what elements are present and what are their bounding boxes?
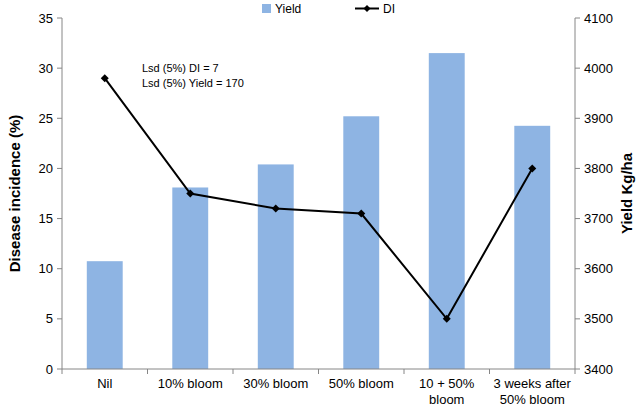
y2-tick — [575, 18, 580, 19]
legend-label: DI — [383, 2, 395, 16]
y2-tick — [575, 369, 580, 370]
y2-tick-label: 3700 — [584, 211, 613, 226]
marker — [186, 190, 194, 198]
marker — [357, 210, 365, 218]
x-tick-label-line: 30% bloom — [243, 376, 308, 391]
x-tick-label-line: 50% bloom — [329, 376, 394, 391]
x-tick-label-line: 3 weeks after — [494, 376, 572, 391]
y2-tick-label: 4000 — [584, 61, 613, 76]
y-tick-label: 35 — [39, 11, 53, 26]
y-tick-label: 30 — [39, 61, 53, 76]
x-tick-label-line: bloom — [429, 392, 464, 407]
line — [105, 78, 533, 319]
marker — [443, 315, 451, 323]
x-tick-label-line: 10% bloom — [158, 376, 223, 391]
y2-tick — [575, 218, 580, 219]
y-tick — [57, 369, 62, 370]
y2-tick-label: 3400 — [584, 362, 613, 377]
marker — [101, 74, 109, 82]
marker — [528, 164, 536, 172]
y2-tick-label: 3600 — [584, 261, 613, 276]
y2-tick — [575, 268, 580, 269]
x-tick-label: 10 + 50%bloom — [419, 376, 475, 407]
y2-tick — [575, 168, 580, 169]
y-tick — [57, 68, 62, 69]
y2-tick-label: 3900 — [584, 111, 613, 126]
y-tick-label: 15 — [39, 211, 53, 226]
bar — [87, 261, 123, 369]
x-tick-label-line: Nil — [97, 376, 112, 391]
y-tick — [57, 168, 62, 169]
legend-marker — [364, 5, 371, 12]
marker — [272, 205, 280, 213]
bar — [514, 126, 550, 369]
x-separator — [147, 369, 148, 374]
y2-tick — [575, 68, 580, 69]
annotation: Lsd (5%) Yield = 170 — [142, 77, 244, 89]
y2-axis-line — [575, 18, 576, 369]
x-tick-label: Nil — [97, 376, 112, 391]
bar — [429, 53, 465, 369]
x-tick-label-line: 50% bloom — [500, 392, 565, 407]
x-tick-label: 50% bloom — [329, 376, 394, 391]
y-axis-title: Disease incidence (%) — [6, 115, 23, 273]
x-separator — [489, 369, 490, 374]
x-tick-label: 3 weeks after50% bloom — [494, 376, 572, 407]
x-tick-label: 30% bloom — [243, 376, 308, 391]
legend: Yield DI — [262, 2, 395, 16]
x-separator — [233, 369, 234, 374]
y-tick — [57, 318, 62, 319]
y-tick — [57, 118, 62, 119]
y2-tick-label: 3500 — [584, 311, 613, 326]
x-tick-label: 10% bloom — [158, 376, 223, 391]
y-axis-line — [62, 18, 63, 369]
y-tick — [57, 268, 62, 269]
y-tick-label: 5 — [46, 311, 53, 326]
x-separator — [318, 369, 319, 374]
y-tick-label: 20 — [39, 161, 53, 176]
y2-tick — [575, 118, 580, 119]
x-separator — [404, 369, 405, 374]
chart-svg: 0 5 10 15 20 25 30 35 3400 3500 3600 3700 3800 3900 40… — [0, 0, 640, 418]
chart-container: 0 5 10 15 20 25 30 35 3400 3500 3600 3700 3800 3900 40… — [0, 0, 640, 418]
y2-tick-label: 3800 — [584, 161, 613, 176]
y2-axis-title: Yield Kg/ha — [618, 152, 635, 234]
y-tick-label: 25 — [39, 111, 53, 126]
x-tick-label-line: 10 + 50% — [419, 376, 475, 391]
y-tick — [57, 18, 62, 19]
y2-tick — [575, 318, 580, 319]
x-separator — [575, 369, 576, 374]
legend-label: Yield — [275, 2, 301, 16]
plot-area — [87, 53, 550, 369]
y-tick — [57, 218, 62, 219]
bar — [343, 116, 379, 369]
y-tick-label: 0 — [46, 362, 53, 377]
bar — [258, 164, 294, 369]
annotation: Lsd (5%) DI = 7 — [142, 62, 219, 74]
legend-swatch — [262, 4, 271, 13]
bar — [172, 187, 208, 369]
y-tick-label: 10 — [39, 261, 53, 276]
y2-tick-label: 4100 — [584, 11, 613, 26]
x-separator — [62, 369, 63, 374]
